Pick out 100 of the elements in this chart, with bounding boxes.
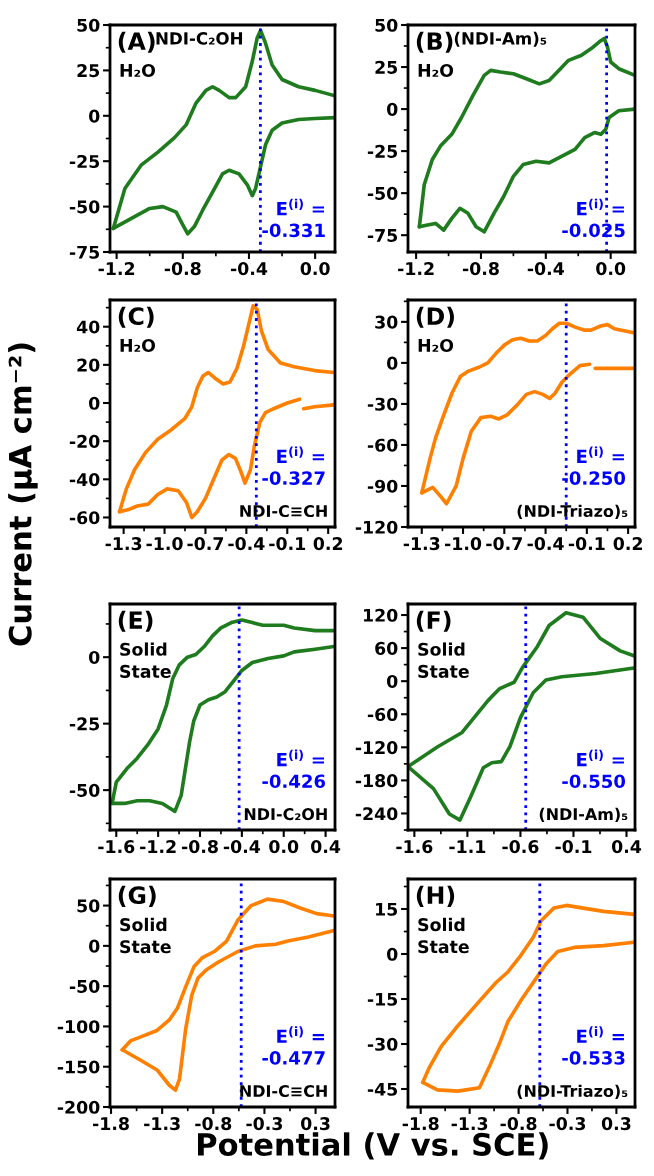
x-tick-label: -1.2 — [140, 840, 176, 853]
y-tick-label: -50 — [69, 200, 100, 214]
ref-line-label: E$^{(i)}$ = -0.025 — [562, 198, 625, 238]
annotation: (A) — [118, 31, 155, 53]
x-tick-label: 0.3 — [301, 1117, 330, 1131]
x-tick-label: -0.1 — [269, 537, 306, 551]
annotation: H₂O — [418, 63, 454, 78]
x-tick-label: 0.2 — [313, 537, 343, 551]
y-tick-label: 50 — [375, 18, 398, 32]
y-tick-label: 60 — [375, 641, 398, 655]
annotation: (NDI-Am)₅ — [539, 807, 628, 822]
y-tick-label: 25 — [77, 64, 100, 78]
x-tick-label: 0.0 — [269, 840, 299, 854]
annotation: Solid State — [120, 642, 171, 678]
annotation: (E) — [118, 610, 153, 632]
y-tick-label: 50 — [77, 18, 100, 32]
y-tick-label: 0 — [387, 102, 398, 116]
x-tick-label: -1.8 — [402, 1117, 439, 1131]
ref-line-label: E$^{(i)}$ = -0.550 — [562, 749, 626, 789]
annotation: (B) — [416, 31, 453, 53]
x-tick-label: -0.4 — [527, 537, 564, 551]
y-tick-label: 0 — [387, 674, 398, 689]
y-tick-label: -75 — [367, 229, 398, 243]
annotation: (F) — [416, 610, 451, 632]
y-tick-label: -50 — [69, 979, 100, 993]
y-tick-label: -30 — [367, 1037, 398, 1051]
x-tick-label: 0.2 — [613, 537, 642, 551]
y-tick-label: 40 — [76, 320, 100, 334]
annotation: (G) — [118, 885, 156, 907]
annotation: (NDI-Triazo)₅ — [517, 504, 628, 519]
x-tick-label: -0.3 — [549, 1117, 586, 1131]
annotation: H₂O — [120, 63, 156, 78]
y-tick-label: -40 — [69, 473, 100, 487]
annotation: (D) — [416, 306, 454, 328]
y-tick-label: -150 — [57, 1060, 100, 1074]
annotation: NDI-C₂OH — [244, 808, 327, 821]
x-tick-label: -0.4 — [527, 262, 564, 276]
y-tick-label: -180 — [355, 774, 398, 788]
y-tick-label: 0 — [89, 109, 100, 123]
annotation: Solid State — [418, 917, 469, 954]
x-tick-label: -0.6 — [502, 840, 539, 854]
x-tick-label: -1.0 — [146, 537, 183, 551]
x-tick-label: -0.8 — [500, 1117, 537, 1131]
ref-line-label: E$^{(i)}$ = -0.426 — [262, 749, 326, 789]
y-tick-label: 120 — [364, 608, 398, 622]
ref-line-label: E$^{(i)}$ = -0.250 — [562, 446, 626, 485]
x-tick-label: -0.7 — [486, 537, 522, 551]
y-tick-label: 0 — [387, 356, 398, 370]
y-tick-label: -60 — [367, 438, 398, 452]
x-tick-label: 0.4 — [311, 840, 341, 854]
x-tick-label: -1.3 — [144, 1117, 180, 1131]
y-tick-label: -50 — [69, 783, 100, 797]
annotation: NDI-C≡CH — [240, 1084, 327, 1098]
ref-line-label: E$^{(i)}$ = -0.477 — [262, 1026, 325, 1065]
annotation: H₂O — [418, 338, 454, 353]
y-tick-label: 30 — [375, 315, 398, 329]
x-tick-label: -0.4 — [223, 840, 261, 854]
y-tick-label: -240 — [355, 807, 398, 821]
x-tick-label: -0.8 — [195, 1117, 232, 1131]
y-tick-label: 25 — [375, 60, 398, 74]
y-tick-label: -100 — [57, 1020, 100, 1034]
x-tick-label: -0.8 — [462, 262, 499, 276]
y-tick-label: -120 — [355, 741, 398, 755]
annotation: (NDI-Am)₅ — [454, 31, 547, 47]
y-tick-label: 0 — [387, 947, 398, 961]
x-tick-label: -0.4 — [228, 537, 265, 551]
ref-line-label: E$^{(i)}$ = -0.331 — [262, 198, 325, 238]
y-tick-label: 0 — [89, 396, 100, 410]
y-tick-label: -75 — [69, 245, 100, 259]
x-tick-label: -1.0 — [444, 537, 482, 551]
y-tick-label: -15 — [367, 992, 398, 1006]
y-tick-label: -60 — [69, 511, 100, 525]
x-tick-label: -1.3 — [403, 537, 440, 551]
ref-line-label: E$^{(i)}$ = -0.327 — [262, 446, 325, 485]
x-tick-label: -1.8 — [92, 1117, 129, 1131]
y-tick-label: -25 — [69, 717, 100, 731]
y-tick-label: -90 — [367, 479, 398, 493]
annotation: (H) — [416, 885, 455, 907]
annotation: (NDI-Triazo)₅ — [517, 1084, 628, 1099]
x-tick-label: -0.1 — [555, 840, 592, 854]
x-tick-label: -0.4 — [230, 262, 268, 276]
y-axis-title: Current (μA cm⁻²) — [8, 343, 38, 646]
x-tick-label: -1.3 — [105, 537, 142, 551]
x-tick-label: -1.1 — [449, 840, 486, 853]
x-tick-label: -1.2 — [398, 262, 434, 275]
x-tick-label: 0.3 — [601, 1117, 631, 1131]
y-tick-label: 50 — [77, 899, 100, 913]
y-tick-label: -60 — [367, 707, 398, 722]
y-tick-label: -25 — [367, 144, 398, 158]
x-tick-label: -1.6 — [396, 840, 433, 854]
y-tick-label: -200 — [57, 1100, 100, 1114]
x-tick-label: -1.6 — [98, 840, 135, 854]
y-tick-label: -50 — [367, 186, 398, 200]
x-tick-label: 0.0 — [300, 262, 330, 276]
y-tick-label: 0 — [89, 939, 100, 953]
y-tick-label: -20 — [69, 434, 100, 448]
annotation: Solid State — [418, 642, 469, 678]
y-tick-label: -30 — [367, 397, 398, 411]
annotation: (C) — [118, 306, 154, 328]
x-tick-label: -0.8 — [181, 840, 218, 854]
